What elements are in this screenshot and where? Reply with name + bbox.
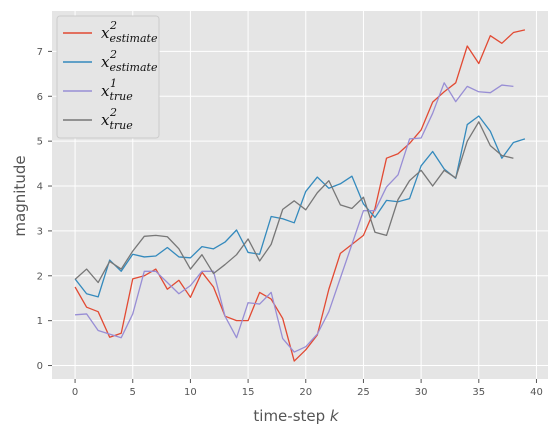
series-line-4 bbox=[74, 121, 514, 284]
legend-label-sup: 1 bbox=[110, 77, 117, 90]
x-tick-label: 40 bbox=[530, 387, 543, 398]
x-axis-label-var: k bbox=[330, 407, 340, 425]
x-tick-label: 20 bbox=[299, 387, 312, 398]
y-tick-label: 2 bbox=[37, 271, 43, 282]
x-tick-label: 15 bbox=[242, 387, 255, 398]
y-tick-label: 7 bbox=[37, 47, 43, 58]
legend-label-sub: true bbox=[109, 90, 133, 103]
x-axis-label: time-step k bbox=[253, 407, 340, 425]
axis-ticks: 0 5 10 15 20 25 30 35 40 0 1 2 3 4 5 6 7 bbox=[37, 47, 543, 398]
y-tick-label: 3 bbox=[37, 226, 43, 237]
legend-label-sub: true bbox=[109, 119, 133, 132]
y-tick-label: 1 bbox=[37, 316, 43, 327]
x-tick-label: 5 bbox=[130, 387, 136, 398]
legend-label-sub: estimate bbox=[109, 32, 158, 45]
x-tick-label: 0 bbox=[72, 387, 78, 398]
series-line-1 bbox=[74, 29, 526, 362]
x-tick-label: 25 bbox=[357, 387, 370, 398]
y-tick-label: 5 bbox=[37, 137, 43, 148]
y-axis-label: magnitude bbox=[11, 155, 29, 236]
legend-label-1: xestimate bbox=[101, 24, 158, 45]
grid-lines bbox=[52, 11, 548, 379]
legend-label-sup: 2 bbox=[109, 106, 117, 119]
x-tick-label: 10 bbox=[184, 387, 197, 398]
legend-label-3: xtrue bbox=[101, 82, 133, 103]
legend-label-base: x bbox=[101, 53, 110, 71]
legend-label-sup: 2 bbox=[109, 48, 117, 61]
legend-label-sub: estimate bbox=[109, 61, 158, 74]
series-lines bbox=[74, 29, 526, 362]
y-tick-label: 0 bbox=[37, 361, 43, 372]
y-tick-label: 4 bbox=[37, 182, 43, 193]
y-tick-label: 6 bbox=[37, 92, 43, 103]
legend-box bbox=[56, 15, 160, 139]
legend-label-base: x bbox=[101, 111, 110, 129]
x-tick-label: 30 bbox=[415, 387, 428, 398]
legend-label-2: xestimate bbox=[101, 53, 158, 74]
series-line-3 bbox=[75, 82, 514, 353]
legend-label-base: x bbox=[101, 24, 110, 42]
legend-label-sup: 2 bbox=[109, 19, 117, 32]
legend-label-base: x bbox=[101, 82, 110, 100]
x-tick-label: 35 bbox=[472, 387, 485, 398]
legend-label-4: xtrue bbox=[101, 111, 133, 132]
